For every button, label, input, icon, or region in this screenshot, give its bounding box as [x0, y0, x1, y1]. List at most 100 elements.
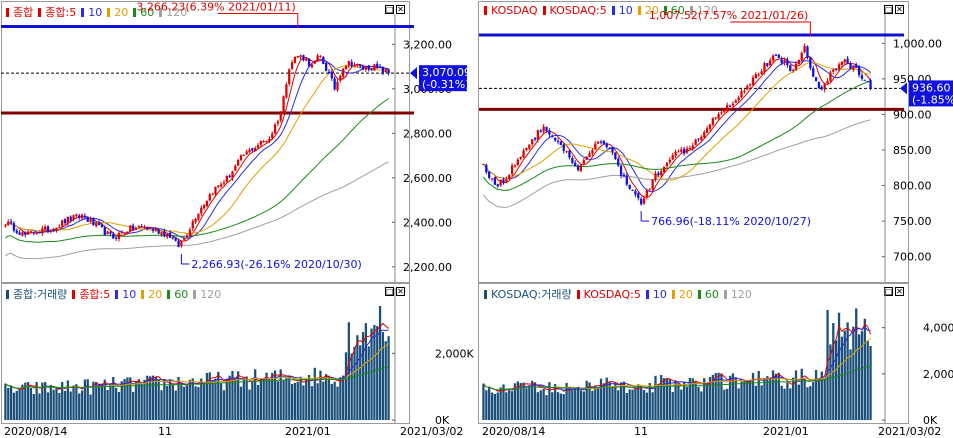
kospi-candle-body: [129, 225, 132, 232]
kospi-volume-bar: [15, 390, 18, 420]
kospi-candle-body: [214, 186, 217, 195]
kosdaq-volume-bar: [829, 344, 832, 420]
kosdaq-volume-legend-item[interactable]: KOSDAQ:5: [583, 287, 641, 301]
kospi-volume-restore-button[interactable]: □: [385, 287, 394, 296]
kospi-candle-body: [103, 227, 106, 236]
kospi-candle-body: [106, 231, 109, 235]
kospi-volume-legend-item[interactable]: 60: [174, 287, 189, 301]
kosdaq-price-legend-item[interactable]: 120: [696, 4, 718, 17]
kosdaq-volume-close-button[interactable]: ✕: [895, 287, 904, 296]
kospi-volume-bar: [288, 375, 291, 420]
kospi-price-legend-item[interactable]: 10: [88, 5, 103, 19]
kosdaq-volume-bar: [748, 379, 752, 420]
kosdaq-candle-body: [505, 179, 508, 182]
kosdaq-price-legend-item[interactable]: 20: [644, 4, 659, 17]
kospi-volume-bar: [177, 376, 180, 420]
kospi-volume-legend-item[interactable]: 종합:거래량: [13, 288, 68, 301]
kospi-volume-legend-item[interactable]: 20: [148, 287, 163, 301]
kosdaq-volume-bar: [602, 383, 606, 420]
kospi-candle-body: [339, 75, 342, 81]
kosdaq-volume-legend-item[interactable]: 60: [704, 287, 719, 301]
kospi-candle-body: [92, 218, 95, 226]
kospi-price-legend-item[interactable]: 종합: [13, 6, 34, 19]
kospi-volume-close-button[interactable]: ✕: [396, 287, 405, 296]
kospi-restore-button[interactable]: □: [385, 5, 394, 14]
kospi-candle-body: [44, 226, 47, 230]
kospi-volume-legend-item[interactable]: 종합:5: [79, 288, 111, 301]
kosdaq-price-panel[interactable]: [478, 1, 909, 283]
kosdaq-volume-bar: [591, 390, 594, 420]
kospi-current-box: [419, 65, 467, 92]
kosdaq-candle-body: [485, 164, 488, 173]
kosdaq-candle-body: [726, 105, 729, 111]
kospi-x-label-nov: 11: [158, 425, 172, 438]
kosdaq-price-legend-item[interactable]: KOSDAQ: [491, 4, 538, 17]
kospi-candle-body: [197, 213, 200, 220]
kospi-volume-bar: [191, 378, 194, 420]
kospi-candle-body: [296, 56, 299, 58]
kospi-candle-body: [120, 232, 123, 234]
kosdaq-candle-body: [594, 143, 597, 150]
kosdaq-volume-legend-item[interactable]: 120: [730, 287, 752, 301]
kospi-candle-body: [75, 214, 78, 216]
kosdaq-close-button[interactable]: ✕: [895, 5, 904, 14]
kospi-volume-bar: [256, 385, 260, 420]
kosdaq-candle-body: [688, 148, 692, 150]
kospi-price-legend-item[interactable]: 20: [114, 5, 129, 19]
kospi-high-annotation: 3,266.23(6.39% 2021/01/11): [136, 1, 295, 14]
kosdaq-candle-body: [697, 138, 700, 140]
kosdaq-price-legend-item[interactable]: 10: [618, 4, 633, 17]
kosdaq-candle-body: [757, 74, 760, 76]
kospi-candle-body: [319, 55, 322, 57]
kosdaq-candle-body: [591, 150, 594, 154]
kosdaq-x-label-end: 2021/03/02: [878, 425, 942, 438]
kosdaq-volume-bar: [786, 382, 789, 420]
kospi-volume-bar: [197, 387, 200, 420]
kosdaq-candle-body: [533, 137, 537, 140]
kosdaq-candle-body: [617, 158, 620, 166]
kosdaq-low-annotation: 766.96(-18.11% 2020/10/27): [651, 215, 811, 228]
kospi-volume-panel[interactable]: [1, 283, 410, 424]
kosdaq-candle-body: [852, 65, 855, 70]
kospi-volume-bar: [202, 384, 206, 420]
kosdaq-volume-legend-item[interactable]: 20: [678, 287, 693, 301]
kospi-volume-bar: [52, 389, 55, 420]
kospi-volume-bar: [29, 388, 33, 420]
kospi-volume-legend-item[interactable]: 120: [200, 287, 222, 301]
kospi-candle-body: [154, 228, 157, 231]
kospi-price-legend-swatch: [81, 7, 85, 17]
kospi-price-legend-item[interactable]: 종합:5: [45, 6, 77, 19]
kosdaq-candle-body: [777, 54, 780, 58]
kospi-volume-bar: [143, 379, 146, 420]
kospi-price-panel[interactable]: [1, 1, 410, 283]
kospi-price-legend-swatch: [6, 7, 9, 17]
kospi-candle-body: [38, 232, 41, 234]
kosdaq-restore-button[interactable]: □: [884, 5, 893, 14]
kosdaq-volume-legend-item[interactable]: 10: [652, 287, 667, 301]
kosdaq-candle-body: [746, 85, 749, 90]
kosdaq-volume-legend-item[interactable]: KOSDAQ:거래량: [491, 288, 572, 301]
kospi-volume-bar: [293, 382, 297, 420]
kospi-volume-bar: [364, 323, 368, 420]
kospi-candle-body: [305, 58, 308, 61]
kospi-candle-body: [4, 225, 7, 227]
kospi-price-legend-item[interactable]: 120: [166, 5, 188, 19]
kosdaq-volume-bar: [668, 379, 671, 420]
kosdaq-candle-body: [717, 114, 720, 119]
kospi-volume-bar: [211, 380, 214, 420]
kospi-volume-bar: [336, 386, 339, 420]
kosdaq-y-tick-label: 900.00: [893, 108, 932, 121]
kosdaq-candle-body: [499, 179, 502, 186]
kospi-volume-legend-item[interactable]: 10: [122, 287, 137, 301]
kosdaq-price-legend-item[interactable]: KOSDAQ:5: [549, 4, 607, 17]
kosdaq-candle-body: [771, 55, 775, 61]
kospi-close-button[interactable]: ✕: [396, 5, 405, 14]
kosdaq-candle-body: [642, 198, 646, 204]
kospi-candle-body: [66, 216, 69, 224]
kosdaq-price-legend-item[interactable]: 60: [670, 4, 685, 17]
kospi-volume-bar: [361, 332, 365, 420]
kosdaq-volume-bar: [863, 318, 866, 420]
kosdaq-candle-body: [680, 149, 683, 153]
kospi-price-legend-item[interactable]: 60: [140, 5, 155, 19]
kospi-current-change: (-0.31%): [422, 78, 470, 91]
